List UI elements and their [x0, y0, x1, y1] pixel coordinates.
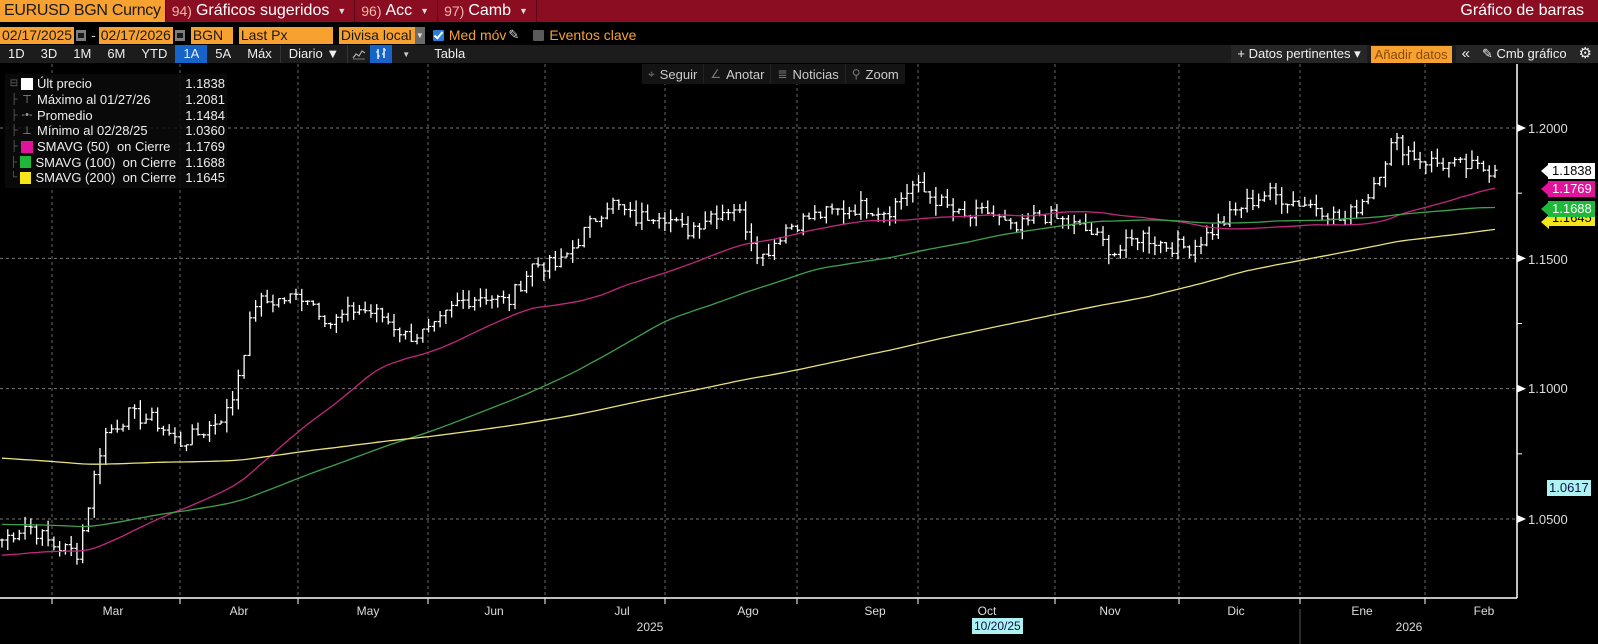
pencil-icon[interactable]: ✎ [508, 27, 520, 42]
sma100-price-tag: 1.1688 [1548, 201, 1595, 217]
table-button[interactable]: Tabla [434, 46, 466, 61]
x-label-jun: Jun [484, 604, 504, 618]
y-tick-1-2000: 1.2000 [1528, 121, 1568, 136]
zoom-button[interactable]: ⚲ Zoom [851, 66, 899, 82]
key-events-label[interactable]: Eventos clave [549, 27, 637, 43]
line-chart-icon[interactable] [348, 45, 370, 63]
sma50-price-tag: 1.1769 [1548, 181, 1595, 197]
green-swatch-icon [20, 156, 32, 169]
news-icon: ≣ [777, 67, 788, 81]
gear-icon[interactable]: ⚙ [1572, 45, 1598, 63]
high-marker-icon: ⊤ [22, 94, 32, 107]
x-label-nov: Nov [1099, 604, 1121, 618]
range-max[interactable]: Máx [247, 46, 272, 61]
collapse-icon[interactable]: « [1455, 45, 1476, 63]
average-marker-icon: -•- [21, 109, 33, 122]
x-label-may: May [356, 604, 380, 618]
follow-button[interactable]: ⌖ Seguir [642, 64, 705, 84]
magenta-swatch-icon [21, 140, 33, 153]
range-3d[interactable]: 3D [40, 46, 58, 61]
start-date-input[interactable]: 02/17/2025 [0, 26, 75, 44]
chart-toolbar: 1D 3D 1M 6M YTD 1A 5A Máx Diario ▼ ▼ Tab… [0, 45, 1598, 63]
calendar-icon[interactable] [174, 29, 185, 41]
range-1a[interactable]: 1A [175, 45, 208, 63]
menu-change[interactable]: 97) Camb ▼ [437, 0, 537, 22]
legend-sma50[interactable]: ├ SMAVG (50) on Cierre 1.1769 [10, 139, 225, 155]
x-label-sep: Sep [864, 604, 886, 618]
menu-suggested-charts[interactable]: 94) Gráficos sugeridos ▼ [164, 0, 355, 22]
x-label-dic: Dic [1227, 604, 1245, 618]
chevron-down-icon: ▼ [420, 6, 430, 16]
chart-floating-toolbar: ⌖ Seguir ∠ Anotar ≣ Noticias ⚲ Zoom [642, 64, 905, 84]
x-label-abr: Abr [229, 604, 249, 618]
end-date-input[interactable]: 02/17/2026 [98, 26, 173, 44]
chevron-down-icon[interactable]: ▼ [414, 26, 425, 44]
y-tick-1-0500: 1.0500 [1528, 512, 1568, 527]
currency-select[interactable]: Divisa local [338, 26, 415, 44]
x-label-jul: Jul [614, 604, 630, 618]
range-1m[interactable]: 1M [73, 46, 92, 61]
annotate-button[interactable]: ∠ Anotar [704, 64, 772, 84]
yellow-swatch-icon [20, 171, 32, 184]
settings-row: 02/17/2025 - 02/17/2026 BGN Last Px Divi… [0, 26, 637, 44]
legend-last-price[interactable]: ⊟ Últ precio 1.1838 [7, 76, 225, 92]
menu-actions[interactable]: 96) Acc ▼ [354, 0, 437, 22]
cursor-date-tag: 10/20/25 [972, 618, 1023, 634]
news-button[interactable]: ≣ Noticias [771, 64, 846, 84]
range-1d[interactable]: 1D [8, 46, 25, 61]
x-year-2026: 2026 [1395, 620, 1423, 634]
cursor-price-tag: 1.0617 [1547, 480, 1591, 496]
frequency-select[interactable]: Diario ▼ [288, 46, 340, 61]
range-5a[interactable]: 5A [215, 46, 232, 61]
y-tick-1-1500: 1.1500 [1528, 252, 1568, 267]
x-label-feb: Feb [1473, 604, 1495, 618]
chevron-down-icon: ▼ [519, 6, 528, 16]
add-data-button[interactable]: Añadir datos [1370, 45, 1452, 63]
source-input[interactable]: BGN [190, 26, 233, 44]
legend-sma100[interactable]: ├ SMAVG (100) on Cierre 1.1688 [10, 154, 225, 170]
calendar-icon[interactable] [76, 29, 87, 41]
x-label-ago: Ago [737, 604, 759, 618]
moving-average-label[interactable]: Med móv [448, 27, 507, 43]
x-year-2025: 2025 [636, 620, 664, 634]
bar-chart-icon[interactable] [370, 45, 393, 63]
x-label-ene: Ene [1351, 604, 1373, 618]
chevron-down-icon: ▼ [337, 6, 347, 16]
legend-average[interactable]: ├ -•- Promedio 1.1484 [10, 107, 225, 123]
range-6m[interactable]: 6M [107, 46, 126, 61]
chart-legend: ⊟ Últ precio 1.1838 ├ ⊤ Máximo al 01/27/… [5, 74, 227, 188]
white-swatch-icon [21, 77, 33, 90]
title-bar: EURUSD BGN Curncy 94) Gráficos sugeridos… [0, 0, 1598, 22]
y-tick-1-1000: 1.1000 [1528, 381, 1568, 396]
security-ticker[interactable]: EURUSD BGN Curncy [0, 0, 165, 22]
low-marker-icon: ⊥ [22, 125, 32, 138]
legend-low[interactable]: ├ ⊥ Mínimo al 02/28/25 1.0360 [10, 123, 225, 139]
legend-high[interactable]: ├ ⊤ Máximo al 01/27/26 1.2081 [10, 92, 225, 108]
zoom-icon: ⚲ [851, 67, 861, 81]
legend-sma200[interactable]: └ SMAVG (200) on Cierre 1.1645 [10, 170, 225, 186]
last-price-tag: 1.1838 [1548, 163, 1595, 179]
range-ytd[interactable]: YTD [141, 46, 168, 61]
x-label-mar: Mar [102, 604, 124, 618]
collapse-tree-icon[interactable]: ⊟ [9, 78, 19, 90]
page-title: Gráfico de barras [1460, 2, 1584, 19]
field-input[interactable]: Last Px [238, 26, 333, 44]
pencil-icon: ✎ [1481, 46, 1497, 61]
price-chart[interactable] [0, 64, 1598, 644]
x-label-oct: Oct [977, 604, 997, 618]
related-data-button[interactable]: + Datos pertinentes ▾ [1231, 45, 1367, 63]
moving-average-checkbox[interactable] [432, 29, 444, 41]
edit-chart-button[interactable]: ✎ Cmb gráfico [1475, 45, 1573, 63]
key-events-checkbox[interactable] [533, 29, 545, 41]
crosshair-icon: ⌖ [648, 66, 655, 81]
annotate-icon: ∠ [710, 67, 722, 81]
chart-type-dropdown-icon[interactable]: ▼ [402, 49, 411, 59]
